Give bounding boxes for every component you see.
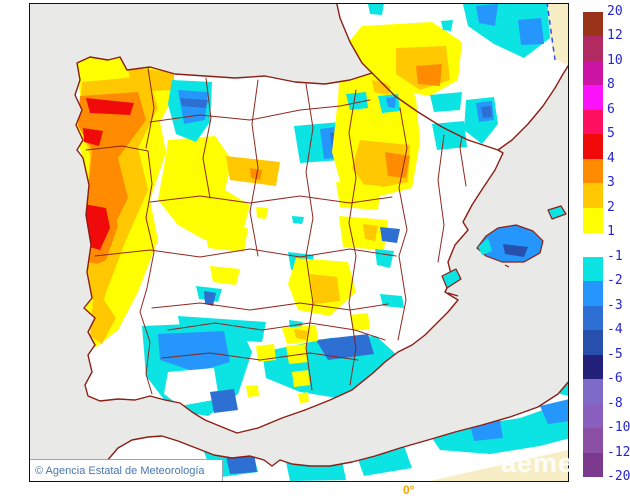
mallorca-core: [503, 244, 528, 257]
legend-tick-label: 2: [607, 199, 615, 215]
province-borders: [85, 67, 467, 395]
legend-tick-label: -20: [607, 469, 630, 484]
legend-swatch: [583, 305, 603, 331]
mallorca-west-tip: [478, 238, 492, 255]
legend-swatch: [583, 60, 603, 86]
legend-tick-label: -12: [607, 444, 630, 460]
legend-swatch: [583, 428, 603, 454]
legend-swatch: [583, 330, 603, 356]
legend-tick-label: -6: [607, 371, 623, 387]
color-scale: 20 12 10 8 6 5 4 3 2 1 -1 -2 -3 -4 -5 -6 -8 -10 -12 -20: [583, 4, 630, 484]
legend-tick-label: 6: [607, 101, 615, 117]
outside-domain-region: [430, 4, 568, 481]
legend-tick-label: -8: [607, 395, 623, 411]
legend-tick-label: -4: [607, 322, 623, 338]
legend-swatch: [583, 207, 603, 233]
legend-swatch: [583, 256, 603, 282]
legend-tick-label: -1: [607, 248, 623, 264]
legend-tick-label: 20: [607, 4, 623, 19]
menorca-island: [547, 205, 567, 220]
legend-tick-label: 12: [607, 28, 623, 44]
legend-swatch: [583, 232, 603, 257]
legend-tick-label: -5: [607, 346, 623, 362]
legend-tick-label: 4: [607, 150, 615, 166]
legend-tick-label: -2: [607, 273, 623, 289]
legend-tick-label: 3: [607, 175, 615, 191]
legend-swatch: [583, 158, 603, 184]
legend-tick-label: 10: [607, 52, 623, 68]
coastlines: [74, 4, 568, 481]
legend-tick-label: -10: [607, 420, 630, 436]
iberia-coastline: [74, 56, 504, 434]
copyright-box: © Agencia Estatal de Meteorología: [30, 459, 223, 481]
outside-domain-france: [547, 4, 568, 66]
anomaly-map-svg: [30, 4, 568, 481]
france-mediterranean-coast: [497, 65, 568, 151]
watermark-text: aemet: [501, 448, 585, 478]
mallorca-island: [476, 224, 544, 263]
legend-swatch: [583, 36, 603, 62]
legend-swatch: [583, 183, 603, 209]
cabrera-island: [504, 264, 510, 268]
balearic-islands: [441, 205, 567, 297]
legend-swatch: [583, 379, 603, 405]
legend-swatch: [583, 403, 603, 429]
legend-swatch: [583, 134, 603, 160]
meridian-label: 0°: [403, 483, 415, 497]
outside-domain-africa: [430, 450, 568, 481]
map-frame: [29, 3, 569, 482]
legend-swatch: [583, 281, 603, 307]
formentera-island: [447, 292, 459, 297]
france-atlantic-coast: [336, 4, 373, 74]
copyright-text: © Agencia Estatal de Meteorología: [35, 465, 205, 477]
legend-swatch: [583, 12, 603, 37]
legend-swatch: [583, 109, 603, 135]
legend-tick-label: -3: [607, 297, 623, 313]
legend-swatch: [583, 452, 603, 478]
ibiza-island: [441, 268, 462, 289]
africa-coastline: [99, 381, 568, 481]
legend-tick-label: 1: [607, 224, 615, 240]
legend-tick-label: 8: [607, 77, 615, 93]
legend-swatch: [583, 85, 603, 111]
meridian-line: [546, 4, 556, 61]
legend-tick-label: 5: [607, 126, 615, 142]
legend-swatch: [583, 354, 603, 380]
